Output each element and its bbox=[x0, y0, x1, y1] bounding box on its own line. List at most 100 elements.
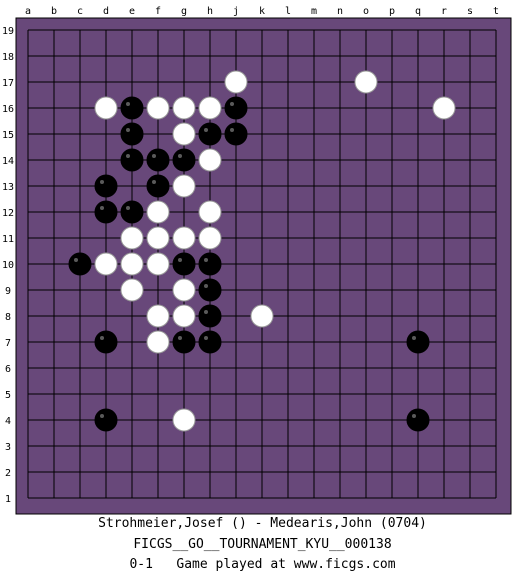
white-stone-f7 bbox=[146, 330, 170, 354]
black-stone-highlight-e16 bbox=[126, 102, 130, 106]
row-label-6: 6 bbox=[5, 364, 11, 375]
black-stone-h10 bbox=[198, 252, 222, 276]
white-stone-g16 bbox=[172, 96, 196, 120]
white-stone-f16 bbox=[146, 96, 170, 120]
result-caption: 0-1 Game played at www.ficgs.com bbox=[129, 557, 396, 572]
white-stone-k8 bbox=[250, 304, 274, 328]
column-label-n: n bbox=[337, 6, 343, 17]
white-stone-e9 bbox=[120, 278, 144, 302]
black-stone-g10 bbox=[172, 252, 196, 276]
column-label-h: h bbox=[207, 6, 213, 17]
row-label-14: 14 bbox=[2, 156, 14, 167]
white-stone-f12 bbox=[146, 200, 170, 224]
black-stone-h15 bbox=[198, 122, 222, 146]
white-stone-f10 bbox=[146, 252, 170, 276]
white-stone-g15 bbox=[172, 122, 196, 146]
black-stone-highlight-f13 bbox=[152, 180, 156, 184]
column-label-o: o bbox=[363, 6, 369, 17]
row-label-3: 3 bbox=[5, 442, 11, 453]
row-label-5: 5 bbox=[5, 390, 11, 401]
black-stone-d7 bbox=[94, 330, 118, 354]
column-label-r: r bbox=[441, 6, 447, 17]
white-stone-h11 bbox=[198, 226, 222, 250]
column-label-s: s bbox=[467, 6, 473, 17]
black-stone-highlight-j16 bbox=[230, 102, 234, 106]
black-stone-h9 bbox=[198, 278, 222, 302]
row-label-15: 15 bbox=[2, 130, 14, 141]
row-label-16: 16 bbox=[2, 104, 14, 115]
black-stone-e15 bbox=[120, 122, 144, 146]
row-label-19: 19 bbox=[2, 26, 14, 37]
black-stone-g7 bbox=[172, 330, 196, 354]
black-stone-f13 bbox=[146, 174, 170, 198]
column-label-e: e bbox=[129, 6, 135, 17]
row-label-18: 18 bbox=[2, 52, 14, 63]
black-stone-h8 bbox=[198, 304, 222, 328]
black-stone-highlight-h9 bbox=[204, 284, 208, 288]
event-caption: FICGS__GO__TOURNAMENT_KYU__000138 bbox=[133, 537, 392, 552]
row-label-4: 4 bbox=[5, 416, 11, 427]
black-stone-e14 bbox=[120, 148, 144, 172]
row-label-9: 9 bbox=[5, 286, 11, 297]
column-label-f: f bbox=[155, 6, 161, 17]
black-stone-highlight-d4 bbox=[100, 414, 104, 418]
column-label-q: q bbox=[415, 6, 421, 17]
black-stone-j15 bbox=[224, 122, 248, 146]
white-stone-g11 bbox=[172, 226, 196, 250]
white-stone-e10 bbox=[120, 252, 144, 276]
white-stone-h12 bbox=[198, 200, 222, 224]
black-stone-highlight-d13 bbox=[100, 180, 104, 184]
black-stone-h7 bbox=[198, 330, 222, 354]
black-stone-e16 bbox=[120, 96, 144, 120]
column-label-g: g bbox=[181, 6, 187, 17]
column-label-m: m bbox=[311, 6, 317, 17]
black-stone-d13 bbox=[94, 174, 118, 198]
black-stone-e12 bbox=[120, 200, 144, 224]
row-label-17: 17 bbox=[2, 78, 14, 89]
row-label-1: 1 bbox=[5, 494, 11, 505]
white-stone-f8 bbox=[146, 304, 170, 328]
black-stone-highlight-h8 bbox=[204, 310, 208, 314]
black-stone-highlight-h10 bbox=[204, 258, 208, 262]
white-stone-h14 bbox=[198, 148, 222, 172]
black-stone-c10 bbox=[68, 252, 92, 276]
white-stone-r16 bbox=[432, 96, 456, 120]
column-label-c: c bbox=[77, 6, 83, 17]
black-stone-q7 bbox=[406, 330, 430, 354]
black-stone-highlight-g7 bbox=[178, 336, 182, 340]
column-label-a: a bbox=[25, 6, 31, 17]
black-stone-highlight-d7 bbox=[100, 336, 104, 340]
column-label-p: p bbox=[389, 6, 395, 17]
row-label-12: 12 bbox=[2, 208, 14, 219]
black-stone-d4 bbox=[94, 408, 118, 432]
black-stone-highlight-q7 bbox=[412, 336, 416, 340]
white-stone-d16 bbox=[94, 96, 118, 120]
black-stone-highlight-c10 bbox=[74, 258, 78, 262]
white-stone-g13 bbox=[172, 174, 196, 198]
black-stone-highlight-h7 bbox=[204, 336, 208, 340]
row-label-10: 10 bbox=[2, 260, 14, 271]
white-stone-g8 bbox=[172, 304, 196, 328]
black-stone-g14 bbox=[172, 148, 196, 172]
column-label-t: t bbox=[493, 6, 499, 17]
column-label-l: l bbox=[285, 6, 291, 17]
white-stone-e11 bbox=[120, 226, 144, 250]
black-stone-highlight-d12 bbox=[100, 206, 104, 210]
black-stone-highlight-f14 bbox=[152, 154, 156, 158]
row-label-7: 7 bbox=[5, 338, 11, 349]
column-label-k: k bbox=[259, 6, 265, 17]
row-labels: 19 18 17 16 15 14 13 12 11 10 9 8 7 6 5 4 3 2 1 bbox=[2, 26, 14, 505]
white-stone-o17 bbox=[354, 70, 378, 94]
white-stone-g4 bbox=[172, 408, 196, 432]
black-stone-highlight-e12 bbox=[126, 206, 130, 210]
black-stone-highlight-q4 bbox=[412, 414, 416, 418]
black-stone-highlight-g14 bbox=[178, 154, 182, 158]
row-label-2: 2 bbox=[5, 468, 11, 479]
black-stone-highlight-e15 bbox=[126, 128, 130, 132]
column-label-b: b bbox=[51, 6, 57, 17]
white-stone-h16 bbox=[198, 96, 222, 120]
column-label-d: d bbox=[103, 6, 109, 17]
row-label-13: 13 bbox=[2, 182, 14, 193]
